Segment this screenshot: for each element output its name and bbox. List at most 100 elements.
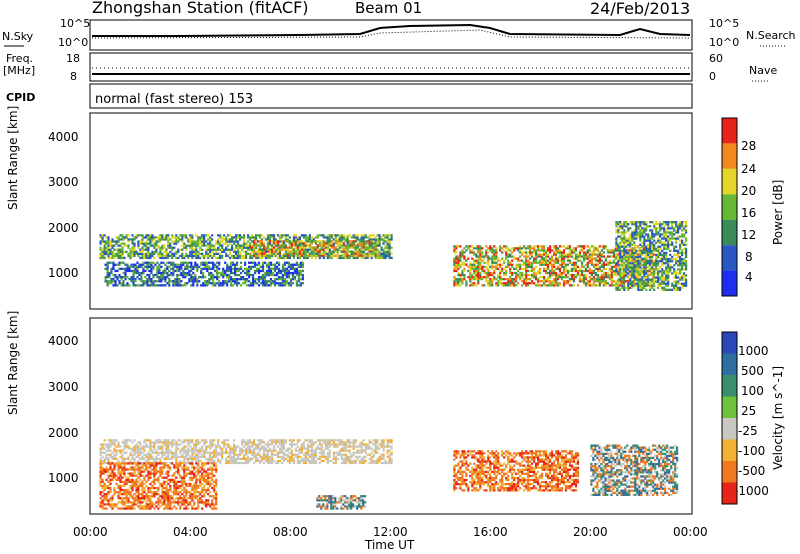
data-cell <box>210 271 213 275</box>
data-cell <box>149 453 152 456</box>
data-cell <box>576 245 580 248</box>
data-cell <box>637 288 640 291</box>
data-cell <box>555 251 558 254</box>
data-cell <box>159 459 162 463</box>
data-cell <box>645 223 648 226</box>
data-cell <box>167 252 170 255</box>
data-cell <box>222 269 225 273</box>
data-cell <box>667 221 670 224</box>
data-cell <box>463 247 466 250</box>
data-cell <box>150 271 153 275</box>
data-cell <box>256 269 259 273</box>
data-cell <box>390 246 393 249</box>
data-cell <box>193 252 196 255</box>
data-cell <box>112 265 115 268</box>
data-cell <box>618 271 621 275</box>
data-cell <box>208 271 211 275</box>
data-cell <box>137 455 140 458</box>
data-cell <box>685 260 688 263</box>
data-cell <box>164 271 167 275</box>
data-cell <box>566 263 570 266</box>
data-cell <box>187 447 190 450</box>
data-cell <box>627 229 630 232</box>
data-cell <box>653 268 656 271</box>
data-cell <box>204 280 207 283</box>
data-cell <box>475 253 478 256</box>
data-cell <box>275 267 279 270</box>
data-cell <box>132 280 135 283</box>
data-cell <box>659 239 662 242</box>
data-cell <box>677 227 680 230</box>
data-cell <box>217 453 220 456</box>
data-cell <box>645 276 648 279</box>
data-cell <box>227 451 230 454</box>
data-cell <box>240 267 243 270</box>
data-cell <box>139 441 142 444</box>
data-cell <box>107 453 110 456</box>
nave-tick-top: 60 <box>709 52 723 65</box>
data-cell <box>120 282 123 285</box>
data-cell <box>643 286 646 289</box>
data-cell <box>262 246 266 249</box>
data-cell <box>174 280 177 283</box>
data-cell <box>246 271 249 275</box>
data-cell <box>150 282 153 285</box>
data-cell <box>147 246 150 249</box>
data-cell <box>314 242 317 245</box>
data-cell <box>167 240 170 243</box>
data-cell <box>594 263 597 266</box>
data-cell <box>236 284 239 287</box>
data-cell <box>627 272 630 275</box>
data-cell <box>228 280 231 283</box>
data-cell <box>503 284 506 287</box>
data-cell <box>453 265 456 268</box>
data-cell <box>539 245 542 248</box>
data-cell <box>568 249 572 252</box>
data-cell <box>360 234 363 237</box>
data-cell <box>631 280 634 283</box>
data-cell <box>679 262 682 265</box>
data-cell <box>627 223 630 226</box>
data-cell <box>384 254 387 258</box>
data-cell <box>273 278 277 281</box>
data-cell <box>266 236 270 239</box>
freq-box <box>89 52 693 82</box>
data-cell <box>294 250 297 253</box>
data-cell <box>635 237 638 240</box>
data-cell <box>140 273 143 277</box>
data-cell <box>535 245 538 248</box>
data-cell <box>465 282 468 285</box>
data-cell <box>204 261 207 264</box>
data-cell <box>635 245 638 248</box>
data-cell <box>539 249 542 252</box>
data-cell <box>211 246 214 249</box>
data-cell <box>378 256 381 260</box>
data-cell <box>641 235 644 238</box>
data-cell <box>197 439 200 442</box>
nsky-tick-top: 10^5 <box>60 17 91 30</box>
data-cell <box>517 259 520 262</box>
data-cell <box>127 234 130 237</box>
data-cell <box>683 282 686 285</box>
data-cell <box>629 262 632 265</box>
data-cell <box>667 278 670 281</box>
data-cell <box>639 282 642 285</box>
data-cell <box>115 236 118 239</box>
data-cell <box>525 271 528 275</box>
data-cell <box>154 273 157 277</box>
data-cell <box>473 247 476 250</box>
data-cell <box>366 246 369 249</box>
data-cell <box>202 271 205 275</box>
data-cell <box>503 273 506 277</box>
data-cell <box>681 260 684 263</box>
data-cell <box>275 265 279 268</box>
data-cell <box>453 263 456 266</box>
data-cell <box>122 282 125 285</box>
data-cell <box>604 276 607 279</box>
data-cell <box>239 246 242 249</box>
data-cell <box>130 265 133 268</box>
data-cell <box>338 234 341 237</box>
data-cell <box>649 260 652 263</box>
data-cell <box>182 261 185 264</box>
data-cell <box>461 261 464 264</box>
